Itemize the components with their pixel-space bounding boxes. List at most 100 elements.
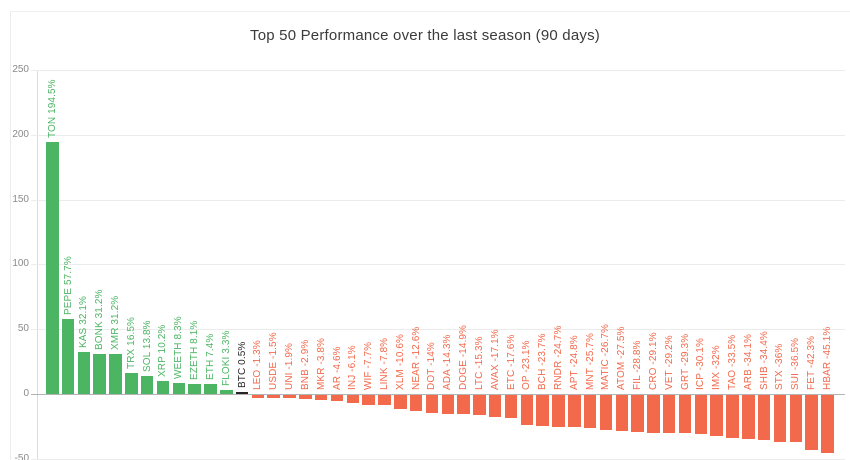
- bar-label-xmr: XMR 31.2%: [110, 295, 122, 350]
- y-axis-tick-label: 150: [12, 193, 29, 205]
- bar-doge[interactable]: [457, 395, 470, 415]
- bar-wif[interactable]: [362, 395, 375, 405]
- gridline: [31, 70, 845, 71]
- bar-label-ton: TON 194.5%: [46, 79, 58, 138]
- bar-stx[interactable]: [773, 395, 787, 442]
- bar-bch[interactable]: [536, 395, 549, 426]
- bar-ezeth[interactable]: [188, 383, 201, 394]
- bar-label-bonk: BONK 31.2%: [94, 289, 106, 350]
- bar-label-imx: IMX -32%: [711, 345, 723, 390]
- bar-sol[interactable]: [140, 376, 154, 394]
- bar-label-floki: FLOKI 3.3%: [220, 330, 232, 386]
- y-axis-tick-label: 0: [23, 388, 29, 399]
- bar-label-dot: DOT -14%: [426, 342, 438, 390]
- gridline: [31, 134, 845, 136]
- bar-label-sol: SOL 13.8%: [141, 320, 153, 373]
- bar-imx[interactable]: [710, 395, 723, 437]
- bar-label-link: LINK -7.8%: [378, 337, 390, 390]
- bar-label-mnt: MNT -25.7%: [584, 333, 596, 390]
- bar-label-hbar: HBAR -45.1%: [821, 326, 833, 390]
- bar-atom[interactable]: [615, 395, 629, 431]
- bar-fet[interactable]: [805, 395, 818, 450]
- bar-leo[interactable]: [251, 395, 265, 398]
- bar-label-ezeth: EZETH 8.1%: [189, 320, 201, 380]
- bar-label-uni: UNI -1.9%: [284, 342, 296, 390]
- bar-ton[interactable]: [46, 141, 59, 394]
- bar-ltc[interactable]: [473, 395, 486, 415]
- bar-label-tao: TAO -33.5%: [727, 334, 738, 390]
- bar-grt[interactable]: [678, 395, 692, 433]
- gridline: [31, 264, 845, 266]
- bar-cro[interactable]: [647, 395, 660, 433]
- bar-label-weeth: WEETH 8.3%: [173, 316, 185, 380]
- bar-eth[interactable]: [204, 384, 217, 394]
- bar-usde[interactable]: [267, 395, 280, 398]
- bar-label-ar: AR -4.6%: [331, 346, 343, 390]
- bar-icp[interactable]: [694, 395, 708, 434]
- bar-label-inj: INJ -6.1%: [347, 345, 359, 390]
- bar-xrp[interactable]: [156, 380, 170, 394]
- bar-label-avax: AVAX -17.1%: [489, 329, 501, 390]
- bar-label-arb: ARB -34.1%: [742, 333, 754, 390]
- bar-tao[interactable]: [726, 395, 739, 439]
- y-axis-tick-label: -50: [14, 452, 29, 460]
- bar-label-grt: GRT -29.3%: [679, 333, 691, 390]
- bar-fil[interactable]: [631, 395, 644, 433]
- y-axis-tick-label: 200: [12, 128, 29, 140]
- bar-label-near: NEAR -12.6%: [410, 326, 422, 390]
- bar-label-pepe: PEPE 57.7%: [62, 256, 74, 316]
- bar-trx[interactable]: [125, 372, 138, 394]
- bar-bonk[interactable]: [93, 353, 106, 394]
- bar-matic[interactable]: [599, 395, 613, 430]
- bar-bnb[interactable]: [299, 395, 312, 399]
- bar-dot[interactable]: [425, 395, 439, 414]
- bar-avax[interactable]: [488, 395, 502, 418]
- bar-op[interactable]: [520, 395, 534, 425]
- bar-label-eth: ETH 7.4%: [204, 334, 216, 381]
- bar-label-apt: APT -24.8%: [568, 335, 580, 390]
- bar-label-ada: ADA -14.3%: [442, 334, 454, 390]
- bar-mnt[interactable]: [583, 395, 597, 429]
- bar-label-stx: STX -36%: [774, 343, 786, 390]
- bar-label-ltc: LTC -15.3%: [473, 336, 485, 390]
- y-axis-tick-label: 50: [17, 323, 29, 335]
- bar-label-op: OP -23.1%: [521, 340, 533, 390]
- bar-apt[interactable]: [568, 395, 581, 428]
- bar-mkr[interactable]: [314, 395, 328, 400]
- bar-label-vet: VET -29.2%: [663, 335, 675, 390]
- bar-arb[interactable]: [742, 395, 755, 440]
- bar-label-etc: ETC -17.6%: [505, 334, 517, 390]
- bar-rndr[interactable]: [552, 395, 565, 427]
- bar-label-fet: FET -42.3%: [806, 335, 818, 390]
- bar-link[interactable]: [378, 395, 391, 406]
- bar-label-xrp: XRP 10.2%: [157, 324, 169, 377]
- gridline: [31, 329, 845, 331]
- bar-shib[interactable]: [757, 395, 771, 440]
- bar-sui[interactable]: [789, 395, 803, 443]
- bar-xmr[interactable]: [109, 353, 122, 394]
- bar-ar[interactable]: [330, 395, 344, 401]
- bar-vet[interactable]: [662, 395, 676, 433]
- bar-label-matic: MATIC -26.7%: [600, 323, 612, 390]
- panel-border-top: [10, 11, 850, 12]
- bar-floki[interactable]: [220, 389, 233, 394]
- bar-label-rndr: RNDR -24.7%: [552, 325, 564, 390]
- bar-btc[interactable]: [235, 391, 249, 394]
- bar-weeth[interactable]: [172, 383, 186, 394]
- bar-hbar[interactable]: [821, 395, 834, 454]
- bar-xlm[interactable]: [394, 395, 407, 409]
- bar-pepe[interactable]: [61, 319, 75, 394]
- bar-ada[interactable]: [441, 395, 454, 414]
- bar-etc[interactable]: [504, 395, 518, 418]
- bar-uni[interactable]: [283, 395, 296, 398]
- bar-label-shib: SHIB -34.4%: [758, 331, 770, 390]
- bar-label-kas: KAS 32.1%: [78, 296, 90, 349]
- bar-near[interactable]: [409, 395, 423, 412]
- bar-label-cro: CRO -29.1%: [647, 332, 659, 390]
- bar-inj[interactable]: [346, 395, 360, 403]
- bar-label-usde: USDE -1.5%: [268, 332, 280, 390]
- bar-label-doge: DOGE -14.9%: [458, 324, 470, 390]
- bar-kas[interactable]: [77, 352, 91, 394]
